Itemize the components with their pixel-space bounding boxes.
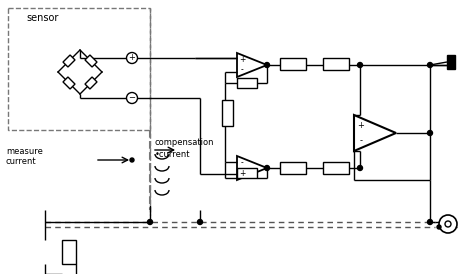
Text: -: - (241, 158, 243, 167)
Circle shape (428, 62, 432, 67)
Text: measure
current: measure current (6, 147, 43, 166)
Bar (8, 8, 150, 130)
Text: sensor: sensor (26, 13, 58, 23)
Text: +: + (239, 56, 245, 64)
Text: +: + (239, 169, 245, 178)
Circle shape (357, 62, 363, 67)
Text: -: - (359, 136, 363, 145)
Bar (280, 162, 306, 174)
Polygon shape (85, 77, 97, 89)
Polygon shape (63, 77, 75, 89)
Text: -: - (241, 65, 243, 75)
Text: •current: •current (155, 150, 191, 159)
Circle shape (264, 165, 270, 170)
Circle shape (357, 165, 363, 170)
Circle shape (130, 158, 134, 162)
Text: +: + (128, 53, 136, 62)
Bar (222, 100, 233, 126)
Text: +: + (357, 121, 365, 130)
Circle shape (147, 219, 153, 224)
Polygon shape (63, 55, 75, 67)
Bar (323, 162, 349, 174)
Circle shape (428, 219, 432, 224)
Circle shape (127, 93, 137, 104)
Bar (280, 58, 306, 70)
Circle shape (127, 53, 137, 64)
Text: compensation: compensation (155, 138, 215, 147)
Text: −: − (128, 93, 136, 102)
Circle shape (437, 225, 441, 229)
Circle shape (264, 62, 270, 67)
Circle shape (428, 130, 432, 136)
Circle shape (445, 221, 451, 227)
Bar (237, 78, 257, 88)
Bar (62, 240, 76, 264)
Circle shape (439, 215, 457, 233)
Polygon shape (85, 55, 97, 67)
Bar (323, 58, 349, 70)
Circle shape (198, 219, 202, 224)
Bar (237, 168, 257, 178)
Bar (447, 55, 455, 69)
